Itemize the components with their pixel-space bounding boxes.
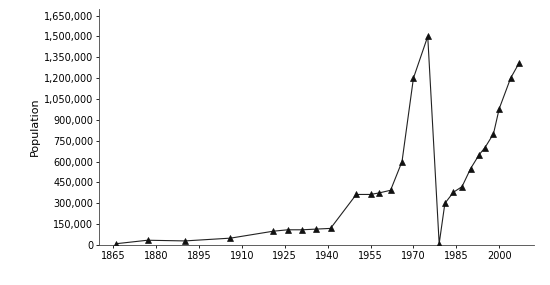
Y-axis label: Population: Population: [30, 97, 40, 156]
